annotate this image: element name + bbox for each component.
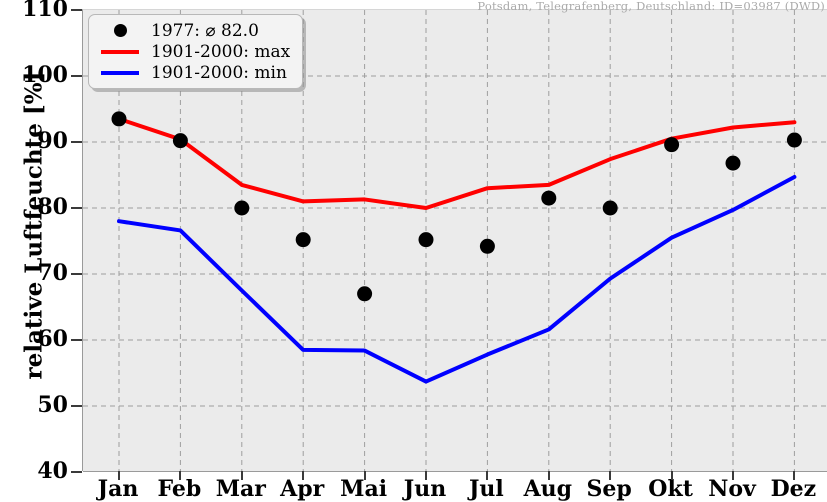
plot-svg <box>83 10 827 472</box>
y-tick-mark <box>71 471 82 473</box>
legend-marker-line <box>97 49 143 54</box>
data-point <box>541 190 557 206</box>
x-tick-mark <box>793 471 796 480</box>
data-point <box>295 232 311 248</box>
data-point <box>357 286 373 302</box>
y-tick-label: 100 <box>22 62 68 88</box>
x-tick-mark <box>547 471 550 480</box>
y-tick-mark <box>71 141 82 143</box>
legend-item: 1901-2000: min <box>97 62 290 83</box>
y-tick-label: 50 <box>37 392 68 418</box>
x-tick-label: Sep <box>586 476 632 502</box>
legend-dot-icon <box>113 24 127 37</box>
y-tick-mark <box>71 75 82 77</box>
y-tick-label: 60 <box>37 326 68 352</box>
x-tick-mark <box>118 471 120 480</box>
legend-line-icon <box>101 70 139 75</box>
x-tick-mark <box>363 471 366 480</box>
legend-item: 1977: ⌀ 82.0 <box>97 20 290 41</box>
y-tick-label: 40 <box>37 458 68 484</box>
y-tick-mark <box>71 339 82 341</box>
legend-line-icon <box>101 49 139 54</box>
data-point <box>111 111 127 127</box>
legend-item: 1901-2000: max <box>97 41 290 62</box>
legend-marker-dot <box>97 24 143 37</box>
y-tick-label: 70 <box>37 260 68 286</box>
data-point <box>602 200 618 216</box>
chart-legend: 1977: ⌀ 82.0 1901-2000: max 1901-2000: min <box>88 14 304 89</box>
y-tick-label: 90 <box>37 128 68 154</box>
y-tick-mark <box>71 273 82 275</box>
x-tick-label: Jun <box>403 476 447 502</box>
x-tick-mark <box>302 471 305 480</box>
data-point <box>786 132 802 148</box>
x-tick-mark <box>179 471 182 480</box>
y-tick-label: 110 <box>22 0 68 22</box>
legend-marker-line <box>97 70 143 75</box>
x-tick-label: Mai <box>340 476 388 502</box>
legend-label: 1901-2000: max <box>151 41 291 62</box>
x-tick-label: Jul <box>469 476 504 502</box>
legend-label: 1901-2000: min <box>151 62 287 83</box>
attribution-text: Potsdam, Telegrafenberg, Deutschland: ID… <box>477 0 825 13</box>
y-tick-label: 80 <box>37 194 68 220</box>
series-line <box>117 174 797 384</box>
data-point <box>234 200 250 216</box>
x-tick-mark <box>732 471 734 480</box>
x-tick-label: Mar <box>215 476 266 502</box>
data-point <box>479 238 495 254</box>
y-tick-mark <box>71 405 82 407</box>
x-tick-label: Okt <box>648 476 693 502</box>
x-tick-mark <box>486 471 489 480</box>
x-tick-label: Aug <box>523 476 573 502</box>
x-tick-label: Jan <box>97 476 139 502</box>
x-tick-mark <box>240 471 243 480</box>
x-tick-label: Dez <box>770 476 817 502</box>
data-point <box>725 155 741 171</box>
x-tick-label: Feb <box>157 476 202 502</box>
x-tick-mark <box>609 471 612 480</box>
data-point <box>664 137 680 153</box>
x-tick-label: Nov <box>708 476 756 502</box>
x-tick-label: Apr <box>280 476 325 502</box>
legend-label: 1977: ⌀ 82.0 <box>151 20 259 41</box>
x-tick-mark <box>670 471 673 480</box>
x-tick-mark <box>425 471 427 480</box>
y-tick-mark <box>71 207 82 209</box>
data-point <box>418 232 434 248</box>
series-line <box>117 116 797 210</box>
data-point <box>172 133 188 149</box>
y-tick-mark <box>71 9 82 11</box>
